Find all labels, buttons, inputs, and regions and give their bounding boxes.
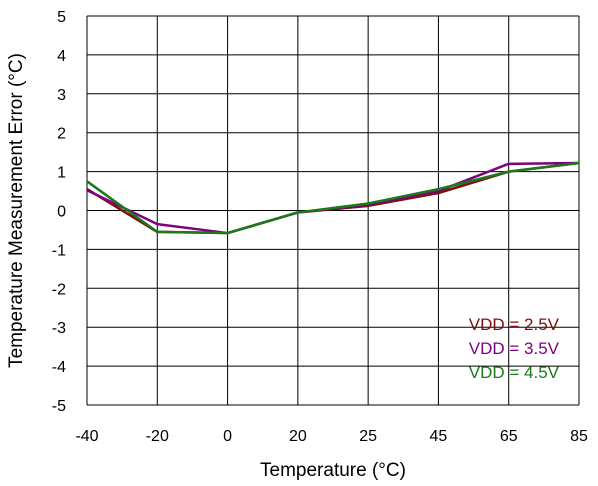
x-tick-label: 65 <box>500 428 518 445</box>
y-tick-labels: 5 4 3 2 1 0 -1 -2 -3 -4 -5 <box>52 9 66 415</box>
y-tick-label: -2 <box>52 281 66 298</box>
y-axis-title: Temperature Measurement Error (°C) <box>6 53 27 368</box>
series-lines <box>86 161 580 235</box>
grid <box>86 15 580 406</box>
y-tick-label: -1 <box>52 242 66 259</box>
y-tick-label: 0 <box>57 204 66 221</box>
y-tick-label: -5 <box>52 398 66 415</box>
y-tick-label: 5 <box>57 9 66 26</box>
y-tick-label: 1 <box>57 165 66 182</box>
legend-entry: VDD = 4.5V <box>469 363 560 382</box>
x-tick-label: 20 <box>289 428 307 445</box>
x-tick-label: -20 <box>146 428 169 445</box>
x-tick-label: 85 <box>570 428 588 445</box>
y-tick-label: -4 <box>52 359 66 376</box>
y-tick-label: 4 <box>57 48 66 65</box>
series-line-3 <box>86 161 580 235</box>
legend: VDD = 2.5V VDD = 3.5V VDD = 4.5V <box>469 315 560 382</box>
x-tick-label: 45 <box>430 428 448 445</box>
x-tick-label: -40 <box>75 428 98 445</box>
x-tick-label: 25 <box>359 428 377 445</box>
y-tick-label: 3 <box>57 87 66 104</box>
y-tick-label: -3 <box>52 320 66 337</box>
x-axis-title: Temperature (°C) <box>260 460 406 481</box>
y-tick-label: 2 <box>57 126 66 143</box>
x-tick-label: 0 <box>223 428 232 445</box>
x-tick-labels: -40 -20 0 20 25 45 65 85 <box>75 428 588 445</box>
legend-entry: VDD = 3.5V <box>469 339 560 358</box>
legend-entry: VDD = 2.5V <box>469 315 560 334</box>
